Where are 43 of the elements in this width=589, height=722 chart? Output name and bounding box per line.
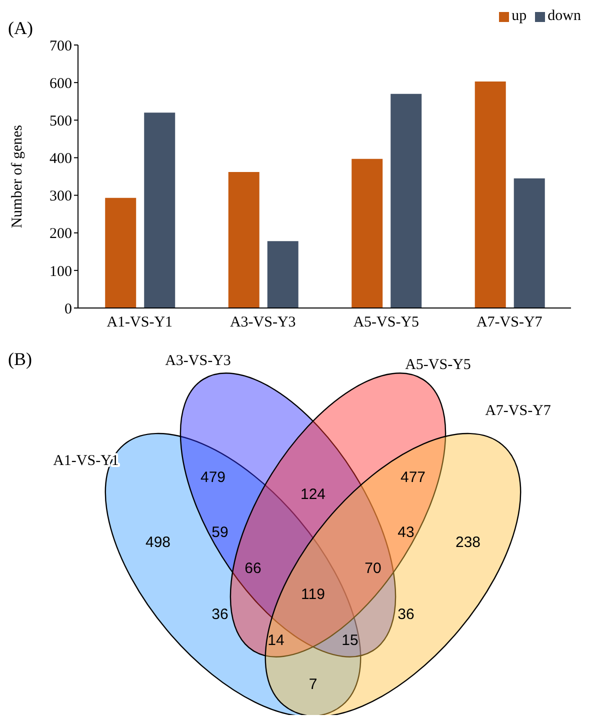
bar xyxy=(514,178,545,308)
bar xyxy=(105,198,136,308)
y-tick-label: 300 xyxy=(50,188,72,205)
y-tick-label: 100 xyxy=(50,264,72,280)
bar xyxy=(474,81,506,308)
text: 124 xyxy=(300,486,326,503)
text: 15 xyxy=(342,632,358,649)
bar xyxy=(144,112,176,308)
legend-label: up xyxy=(512,8,527,25)
text: 479 xyxy=(200,468,226,486)
text: 36 xyxy=(398,606,414,623)
text: (B) xyxy=(8,349,32,369)
x-tick-label: A5-VS-Y5 xyxy=(353,314,420,331)
bar xyxy=(352,158,383,308)
x-tick-label: A1-VS-Y1 xyxy=(106,314,173,331)
bar xyxy=(228,172,260,308)
text: 498 xyxy=(145,534,171,551)
category-label: A5-VS-Y5 xyxy=(405,357,471,373)
x-tick-label: A3-VS-Y3 xyxy=(230,314,296,331)
y-tick-label: 0 xyxy=(64,301,72,318)
category-label: A3-VS-Y3 xyxy=(165,353,231,369)
text: 43 xyxy=(398,524,414,541)
category-label: A7-VS-Y7 xyxy=(485,403,552,419)
text: 119 xyxy=(301,586,325,603)
y-tick-label: 600 xyxy=(50,76,72,92)
y-tick-label: 500 xyxy=(50,113,72,130)
x-tick-label: A7-VS-Y7 xyxy=(476,314,543,331)
bar xyxy=(390,94,422,308)
y-tick-label: 200 xyxy=(50,226,72,242)
chart-title: (A) xyxy=(8,18,33,39)
text: 7 xyxy=(308,676,318,693)
text: 66 xyxy=(244,560,262,577)
y-tick-label: 700 xyxy=(50,38,72,54)
y-tick-label: 400 xyxy=(50,151,72,168)
bar xyxy=(267,241,298,308)
text: 36 xyxy=(212,606,228,623)
text: 14 xyxy=(268,632,284,649)
text: 477 xyxy=(400,468,426,486)
text: 59 xyxy=(212,524,228,541)
text: 70 xyxy=(364,560,382,577)
text: 238 xyxy=(455,534,481,551)
y-axis-title: Number of genes xyxy=(9,124,26,228)
legend-label: down xyxy=(548,8,581,25)
